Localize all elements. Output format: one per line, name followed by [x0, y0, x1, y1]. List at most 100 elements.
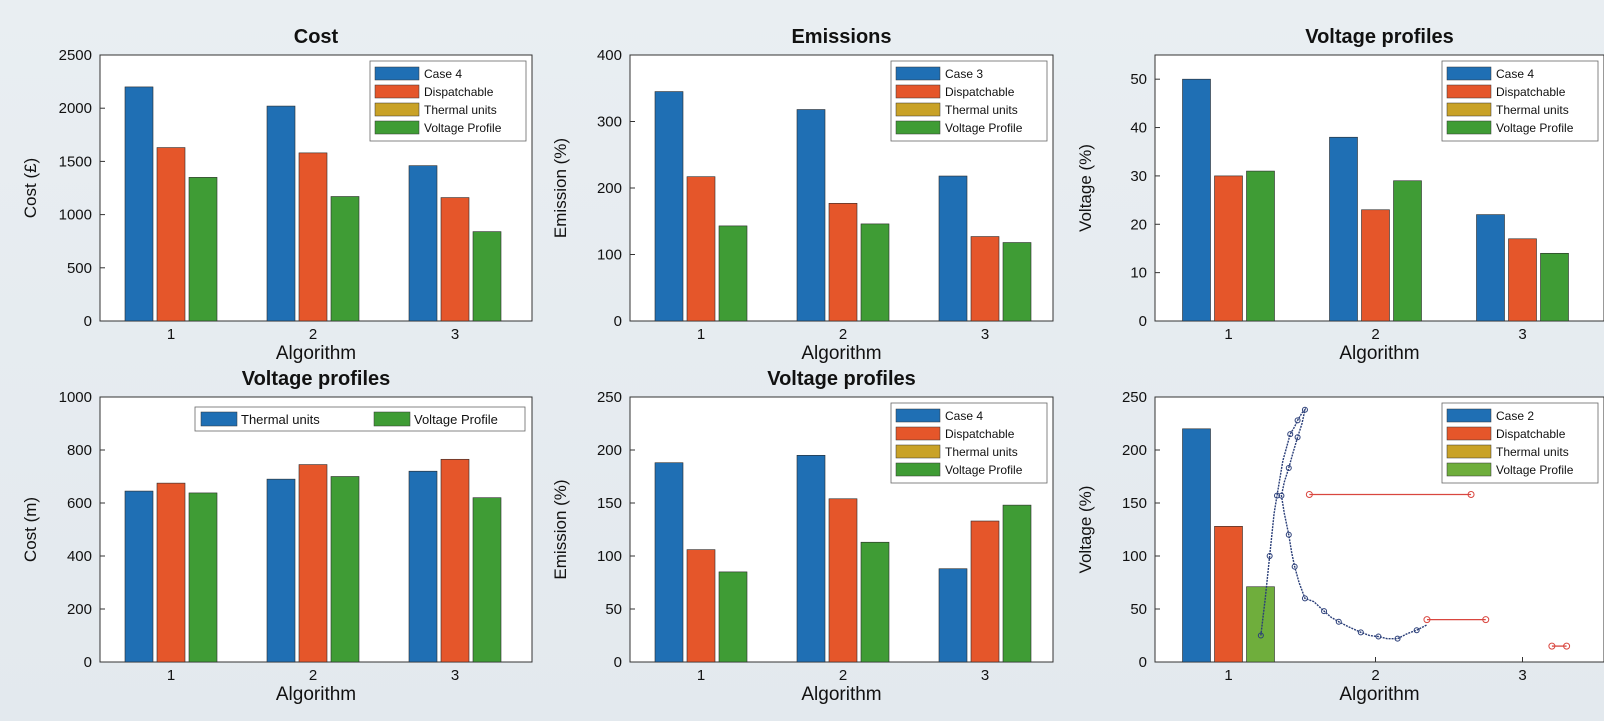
y-tick-label: 0 [1139, 313, 1147, 330]
bar-2-cat-1 [1214, 175, 1243, 322]
y-tick-label: 200 [597, 180, 622, 197]
bar-2-cat-2 [1361, 209, 1390, 322]
y-tick-label: 30 [1130, 168, 1147, 185]
overlay-point [1294, 434, 1301, 441]
bar-3-cat-3 [472, 231, 502, 322]
y-tick-label: 300 [597, 114, 622, 131]
chart-title: Voltage profiles [767, 368, 916, 390]
y-axis-label: Voltage (%) [1076, 486, 1095, 574]
y-tick-label: 250 [1122, 389, 1147, 406]
legend-label: Case 4 [945, 409, 983, 423]
legend-swatch [895, 462, 941, 477]
legend-label: Thermal units [241, 412, 320, 427]
bar-3-cat-1 [188, 177, 218, 322]
overlay-point [1375, 633, 1382, 640]
x-tick-label: 3 [1518, 326, 1526, 343]
y-axis-label: Cost (£) [21, 158, 40, 218]
bar-2-cat-1 [686, 176, 716, 322]
bar-2-cat-2 [828, 498, 858, 663]
bar-3-cat-2 [860, 541, 890, 663]
bar-2-cat-3 [440, 197, 470, 322]
y-tick-label: 0 [614, 654, 622, 671]
y-tick-label: 1000 [59, 207, 92, 224]
bar-3-cat-3 [1540, 252, 1569, 322]
y-tick-label: 1500 [59, 153, 92, 170]
x-tick-label: 2 [309, 667, 317, 684]
overlay-line [1260, 407, 1428, 640]
overlay-point [1285, 465, 1292, 472]
legend-swatch [895, 66, 941, 81]
legend-swatch [895, 120, 941, 135]
overlay-segment-marker [1423, 616, 1431, 624]
y-tick-label: 500 [67, 260, 92, 277]
bar-1-cat-3 [938, 175, 968, 322]
x-axis-label: Algorithm [801, 343, 881, 364]
overlay-point [1321, 608, 1328, 615]
y-tick-label: 600 [67, 495, 92, 512]
legend-label: Thermal units [945, 103, 1018, 117]
overlay-point [1274, 492, 1281, 499]
legend-label: Voltage Profile [414, 412, 498, 427]
y-tick-label: 10 [1130, 265, 1147, 282]
bar-1-cat-2 [266, 478, 296, 663]
y-tick-label: 100 [1122, 548, 1147, 565]
legend: Case 4 Dispatchable Thermal units Voltage P… [369, 60, 527, 142]
bar-2-cat-3 [440, 458, 470, 663]
y-tick-label: 2000 [59, 100, 92, 117]
legend-swatch [374, 102, 420, 117]
legend-swatch [200, 411, 238, 427]
legend-label: Voltage Profile [1496, 121, 1574, 135]
chart-panel-2: 0 100 200 300 400 1 2 3 Emissions Algorithm Emissi… [551, 26, 1054, 364]
y-tick-label: 400 [597, 47, 622, 64]
x-tick-label: 3 [451, 667, 459, 684]
legend-label: Voltage Profile [945, 463, 1023, 477]
bar-2-cat-2 [828, 202, 858, 322]
legend-label: Voltage Profile [945, 121, 1023, 135]
legend-label: Thermal units [1496, 103, 1569, 117]
x-tick-label: 1 [1224, 326, 1232, 343]
legend-swatch [895, 408, 941, 423]
bar-2-cat-3 [970, 236, 1000, 322]
bar-1-cat-3 [408, 165, 438, 322]
x-tick-label: 1 [697, 667, 705, 684]
y-tick-label: 40 [1130, 120, 1147, 137]
bar-3-cat-2 [330, 196, 360, 322]
chart-title: Emissions [791, 26, 891, 48]
x-tick-label: 3 [981, 667, 989, 684]
bar-1-cat-2 [266, 105, 296, 322]
legend-label: Thermal units [424, 103, 497, 117]
overlay-point [1278, 492, 1285, 499]
bar-1-cat-1 [124, 86, 154, 322]
x-tick-label: 3 [451, 326, 459, 343]
bar-2-cat-2 [298, 152, 328, 322]
legend-label: Dispatchable [1496, 427, 1566, 441]
bar-1-cat-1 [1182, 428, 1211, 663]
bar-1-cat-3 [938, 568, 968, 663]
chart-panel-6: 0 50 100 150 200 250 1 2 3 Algorithm Voltage (%) Ca… [1076, 389, 1604, 705]
legend-label: Dispatchable [945, 85, 1015, 99]
bar-2-cat-3 [1508, 238, 1537, 322]
x-tick-label: 1 [167, 326, 175, 343]
x-tick-label: 3 [981, 326, 989, 343]
bar-2-cat-1 [156, 482, 186, 663]
y-tick-label: 100 [597, 548, 622, 565]
y-axis-label: Voltage (%) [1076, 144, 1095, 232]
legend-swatch [1446, 426, 1492, 441]
y-tick-label: 200 [1122, 442, 1147, 459]
bar-2-cat-1 [1214, 526, 1243, 663]
x-axis-label: Algorithm [276, 343, 356, 364]
legend-swatch [1446, 120, 1492, 135]
legend-label: Thermal units [945, 445, 1018, 459]
chart-panel-4: 0 200 400 600 800 1000 1 2 3 Voltage profiles Algo… [21, 368, 533, 705]
chart-panel-1: 0 500 1000 1500 2000 2500 1 2 3 Cost Algorithm Cost… [21, 26, 533, 364]
legend-label: Dispatchable [1496, 85, 1566, 99]
bar-3-cat-1 [718, 225, 748, 322]
legend-swatch [1446, 408, 1492, 423]
bar-1-cat-2 [796, 109, 826, 322]
overlay-point [1287, 431, 1294, 438]
overlay-point [1291, 563, 1298, 570]
overlay-point [1257, 632, 1264, 639]
bar-3-cat-2 [860, 223, 890, 322]
y-tick-label: 100 [597, 247, 622, 264]
bar-2-cat-1 [156, 147, 186, 322]
